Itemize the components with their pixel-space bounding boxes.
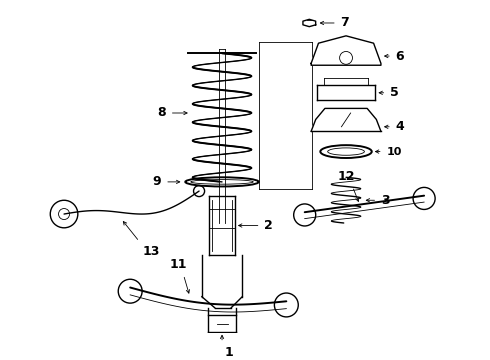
Text: 13: 13 [142, 245, 160, 258]
Text: 12: 12 [337, 170, 355, 183]
Text: 8: 8 [157, 107, 166, 120]
Text: 9: 9 [153, 175, 161, 188]
Text: 2: 2 [264, 219, 273, 232]
Text: 10: 10 [387, 147, 402, 157]
Text: 5: 5 [390, 86, 399, 99]
Text: 7: 7 [341, 17, 349, 30]
Text: 1: 1 [225, 346, 234, 359]
Text: 11: 11 [169, 258, 187, 271]
Text: 6: 6 [395, 50, 404, 63]
Polygon shape [311, 36, 381, 65]
Text: 4: 4 [395, 120, 404, 133]
Text: 3: 3 [381, 194, 390, 207]
Polygon shape [311, 108, 381, 131]
